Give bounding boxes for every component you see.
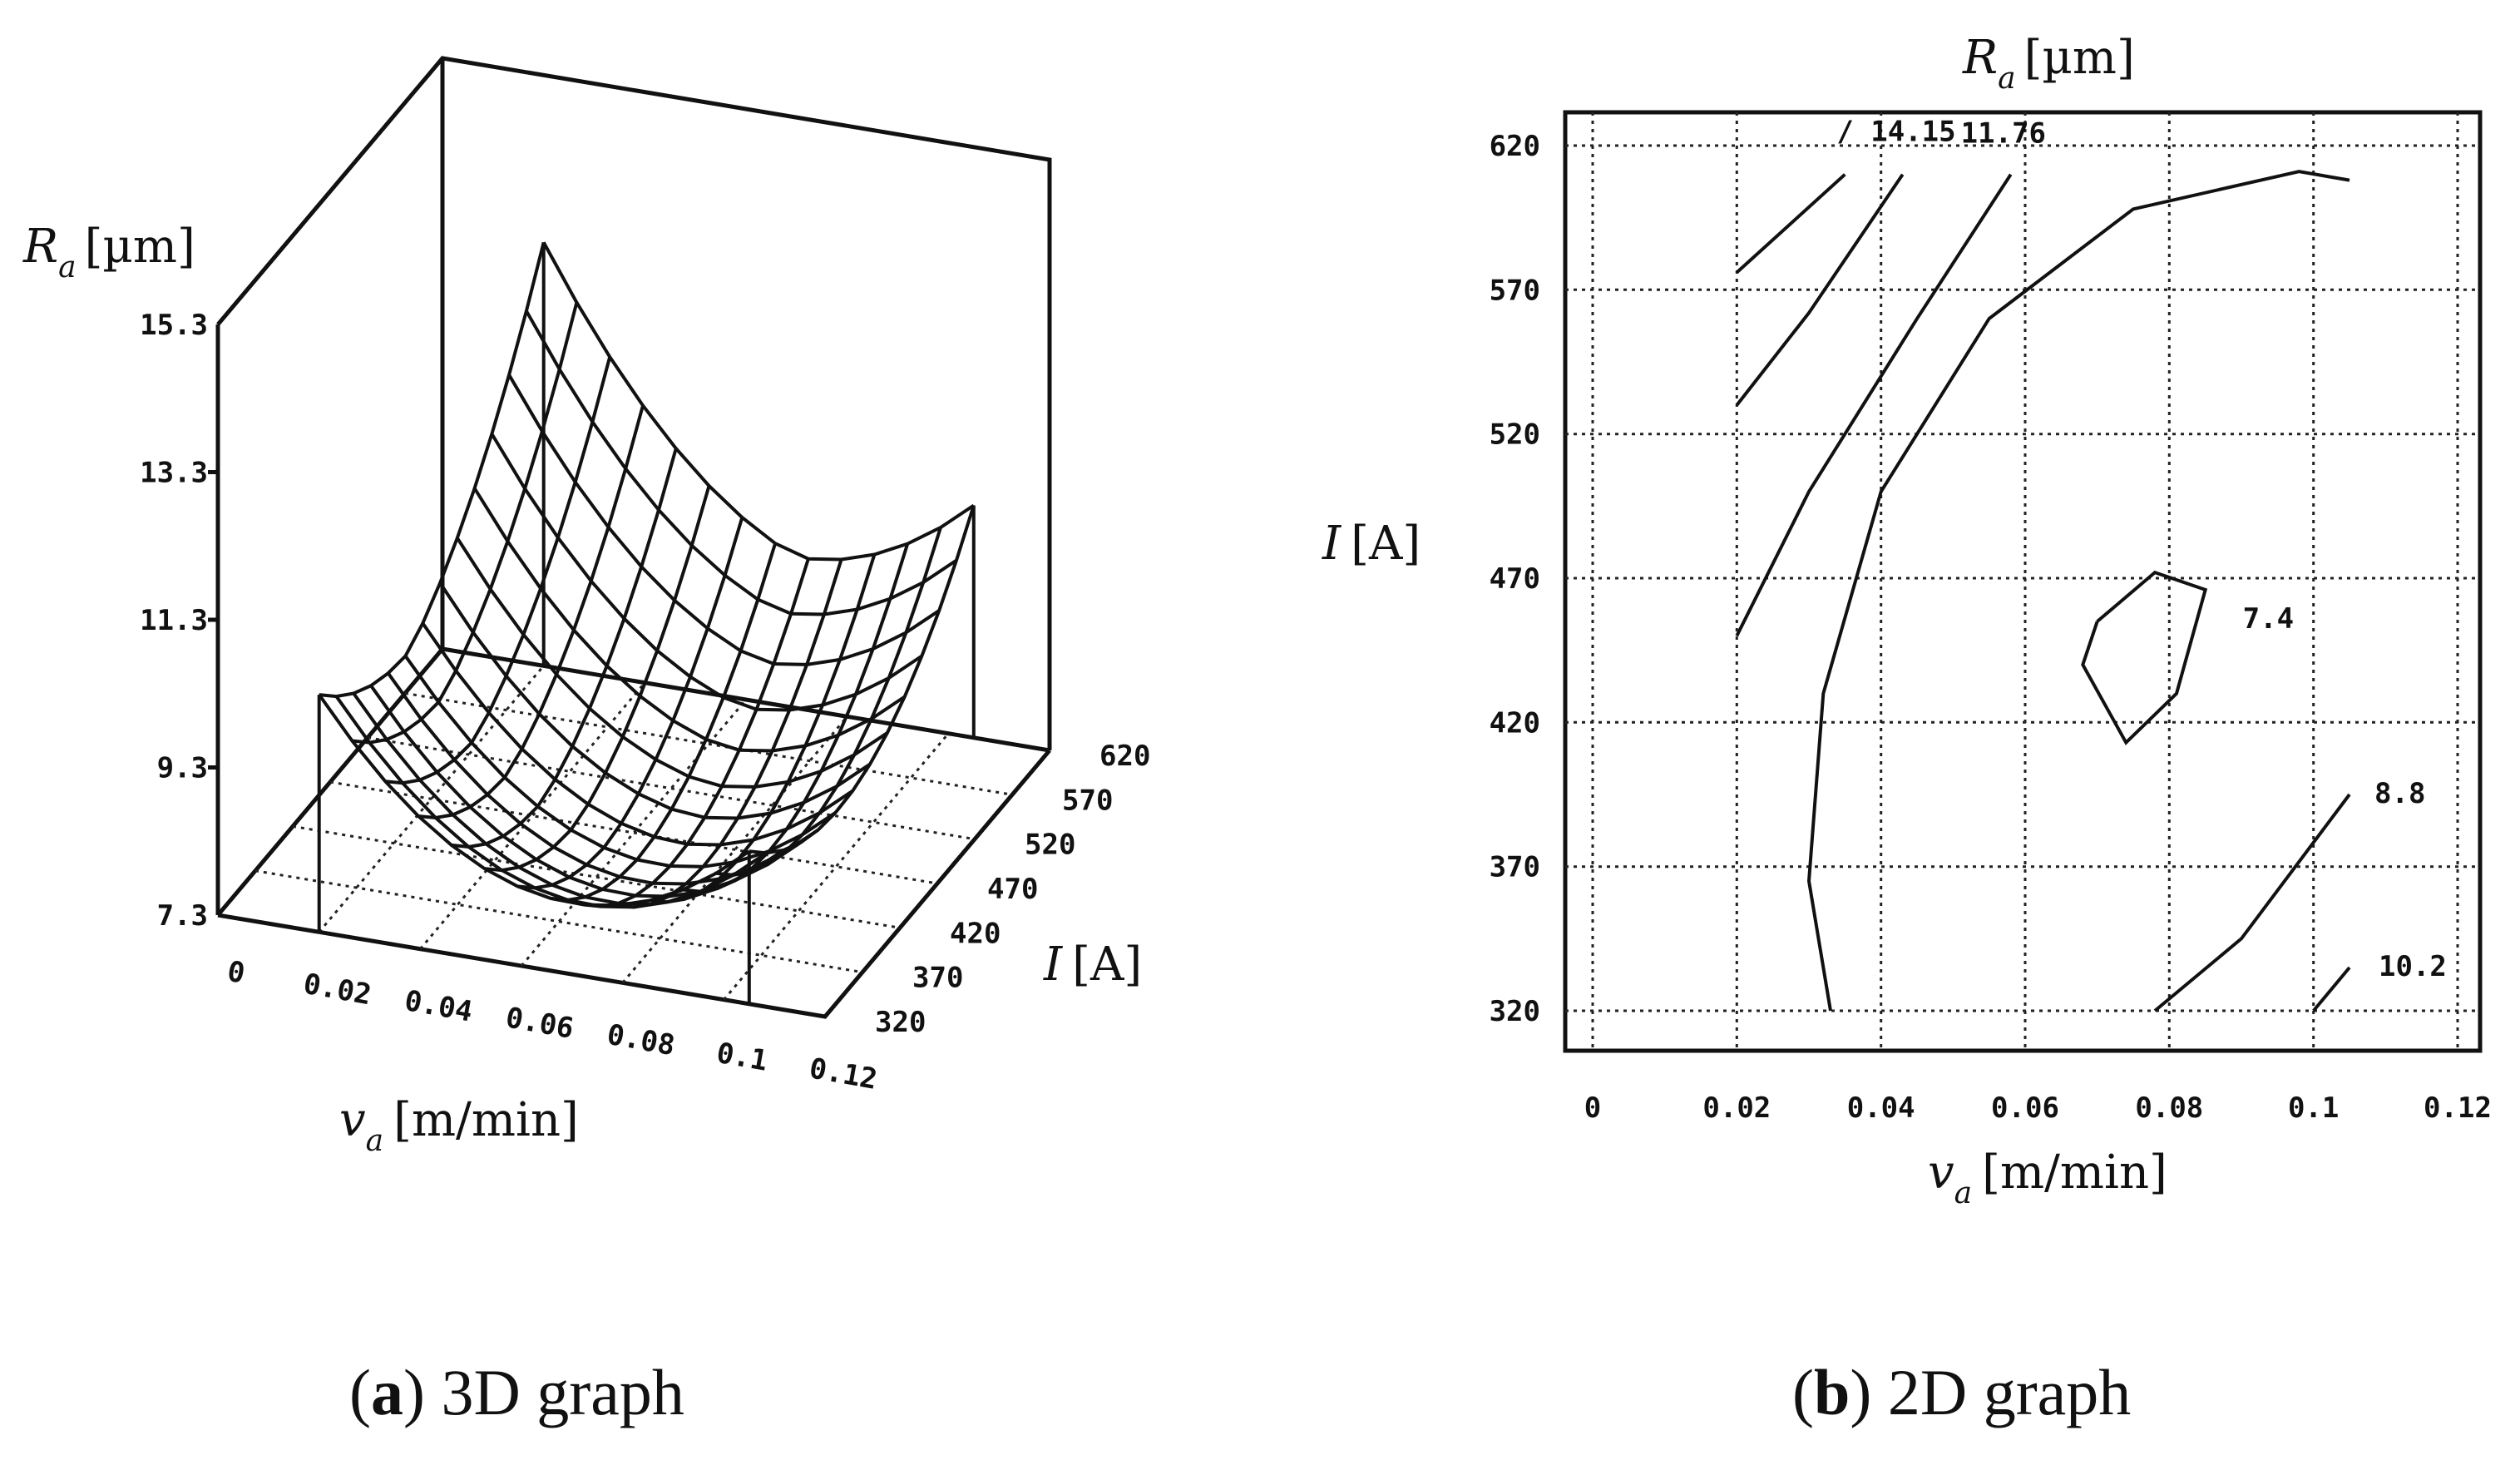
x-tick-label-2d: 0.12	[2424, 1091, 2492, 1125]
contour-labels: / 14.15 11.76 7.4 8.8 10.2	[1836, 116, 2447, 983]
floor-grid-y-line	[404, 691, 1013, 796]
floor-grid-y-line	[292, 824, 901, 929]
x-axis-label-2d: va [m/min]	[1928, 1146, 2167, 1210]
x-tick-label: 0.1	[714, 1037, 770, 1078]
surface-mesh-line-x	[507, 374, 941, 666]
surface-mesh-line-y	[749, 504, 976, 855]
z-tick-label: 13.3	[140, 457, 208, 490]
back-wall-top	[216, 56, 1052, 750]
x-axis-tick-labels: 0 0.02 0.04 0.06 0.08 0.1 0.12	[225, 955, 879, 1096]
x-tick-label: 0.04	[402, 984, 475, 1029]
surface-mesh-line-x	[387, 672, 819, 886]
surface-mesh-line-y	[385, 356, 612, 785]
y-tick-label-2d: 370	[1490, 851, 1540, 884]
x-tick-label: 0.12	[807, 1052, 880, 1096]
z-tick-label: 11.3	[140, 604, 208, 637]
y-tick-label-2d: 420	[1490, 706, 1540, 740]
contour-line	[1735, 173, 1905, 407]
y-axis-tick-labels-2d: 620 570 520 470 420 370 320	[1490, 130, 1540, 1028]
surface-mesh-line-x	[490, 433, 923, 712]
y-axis-label: I [A]	[1043, 938, 1142, 992]
floor-grid-y-line	[329, 780, 938, 885]
x-tick-label: 0	[225, 955, 247, 991]
contour-lines	[1735, 170, 2351, 1012]
y-tick-label: 320	[875, 1006, 926, 1039]
surface-mesh-line-x	[318, 693, 750, 908]
x-axis-label: va [m/min]	[339, 1093, 579, 1158]
surface-mesh-line-x	[541, 241, 975, 562]
floor-grid-y-line	[254, 869, 863, 974]
surface-mesh-line-y	[319, 241, 546, 699]
floor-grid-y-line	[367, 736, 976, 841]
surface-mesh-line-y	[484, 485, 711, 873]
y-tick-label: 520	[1025, 829, 1075, 862]
y-axis-label-2d: I [A]	[1322, 517, 1421, 571]
y-tick-label-2d: 570	[1490, 274, 1540, 307]
contour-label: 10.2	[2379, 950, 2447, 983]
contour-line	[2153, 793, 2351, 1012]
z-tick-label: 9.3	[157, 752, 208, 785]
surface-mesh-line-y	[451, 448, 678, 849]
x-tick-label-2d: 0	[1584, 1091, 1601, 1125]
contour-line	[2312, 966, 2351, 1012]
surface-mesh-line-x	[438, 582, 872, 820]
caption-b: (b) 2D graph	[1792, 1356, 2131, 1428]
surface-mesh-line-y	[352, 302, 579, 745]
z-axis-label: Ra [µm]	[22, 220, 195, 285]
y-axis-tick-labels: 320 370 420 470 520 570 620	[875, 740, 1150, 1039]
surface-mesh-line-y	[517, 517, 744, 890]
y-tick-label-2d: 620	[1490, 130, 1540, 163]
surface-mesh-line-x	[472, 487, 906, 753]
caption-a: (a) 3D graph	[349, 1356, 684, 1428]
y-tick-label: 420	[950, 917, 1001, 950]
x-tick-label: 0.06	[503, 1001, 576, 1046]
contour-title: Ra [µm]	[1962, 31, 2135, 96]
x-axis-tick-labels-2d: 0 0.02 0.04 0.06 0.08 0.1 0.12	[1584, 1091, 2492, 1125]
surface-mesh-line-x	[352, 692, 785, 906]
x-tick-label-2d: 0.02	[1702, 1091, 1771, 1125]
surface-mesh-line-x	[456, 537, 889, 789]
x-tick-label: 0.08	[605, 1018, 678, 1063]
z-tick-label: 7.3	[157, 899, 208, 933]
y-tick-label-2d: 520	[1490, 418, 1540, 452]
contour-label: 8.8	[2374, 777, 2425, 810]
surface-mesh-line-x	[421, 622, 854, 847]
contour-line	[1806, 170, 2350, 1012]
surface-mesh-line-y	[550, 542, 778, 902]
contour-label: 7.4	[2243, 602, 2294, 636]
x-tick-label-2d: 0.1	[2288, 1091, 2339, 1125]
contour-line	[1735, 173, 1846, 274]
surface-mesh-line-y	[418, 404, 645, 820]
x-tick-label-2d: 0.06	[1991, 1091, 2059, 1125]
contour-line	[1735, 173, 2013, 637]
x-tick-label-2d: 0.04	[1847, 1091, 1915, 1125]
x-tick-label-2d: 0.08	[2135, 1091, 2203, 1125]
contour-line	[2081, 570, 2208, 745]
surface-mesh-line-x	[525, 309, 958, 616]
y-tick-label: 470	[987, 873, 1038, 906]
3d-surface-mesh	[317, 241, 976, 1004]
z-axis-tick-labels: 15.3 13.3 11.3 9.3 7.3	[140, 309, 208, 933]
x-tick-label: 0.02	[301, 968, 374, 1012]
contour-label: / 14.15	[1836, 116, 1955, 149]
contour-label: 11.76	[1961, 117, 2046, 151]
y-tick-label: 570	[1062, 784, 1113, 817]
panel-3d-surface: 15.313.311.39.37.3 0 0.02 0.04 0.06 0.08 0.1 0…	[22, 56, 1150, 1428]
y-tick-label-2d: 470	[1490, 562, 1540, 596]
3d-floor-grid	[254, 665, 1013, 1001]
surface-mesh-line-y	[616, 558, 843, 909]
z-tick-label: 15.3	[140, 309, 208, 342]
y-tick-label: 620	[1099, 740, 1150, 773]
y-tick-label-2d: 320	[1490, 995, 1540, 1028]
y-tick-label: 370	[912, 962, 963, 995]
contour-plot-frame	[1563, 110, 2483, 1053]
surface-mesh-line-x	[369, 685, 803, 898]
surface-mesh-line-x	[403, 655, 837, 869]
contour-grid	[1565, 112, 2480, 1051]
